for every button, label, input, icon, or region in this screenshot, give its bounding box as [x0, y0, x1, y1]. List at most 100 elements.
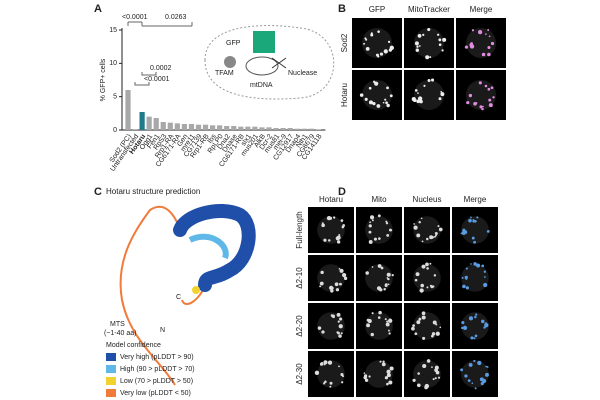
organelle [462, 228, 466, 232]
organelle [485, 365, 488, 368]
organelle [427, 79, 431, 83]
organelle [473, 101, 477, 106]
organelle [492, 96, 495, 99]
cell-outline [461, 264, 489, 292]
organelle [381, 362, 386, 367]
organelle [377, 316, 381, 319]
organelle [466, 101, 470, 105]
p-value: <0.0001 [144, 76, 170, 83]
column-header: MitoTracker [408, 5, 450, 14]
organelle [415, 272, 420, 277]
legend-title: Model confidence [106, 342, 161, 349]
organelle [386, 103, 390, 108]
organelle [429, 284, 432, 287]
p-value: <0.0001 [122, 14, 148, 21]
organelle [421, 311, 426, 316]
p-value: 0.0002 [150, 65, 172, 72]
organelle [390, 229, 393, 232]
organelle [412, 324, 415, 327]
legend-label: High (90 > pLDDT > 70) [120, 366, 195, 373]
organelle [387, 40, 391, 43]
organelle [481, 52, 486, 57]
organelle [387, 283, 390, 286]
organelle [364, 378, 369, 382]
organelle [378, 310, 382, 315]
organelle [472, 218, 475, 221]
bar [224, 126, 230, 130]
organelle [339, 317, 343, 321]
bar [160, 122, 166, 130]
organelle [474, 315, 477, 319]
organelle [341, 381, 344, 384]
organelle [338, 233, 341, 236]
bar [167, 122, 173, 130]
mts-range: (~1-40 aa) [104, 330, 137, 337]
organelle [412, 378, 416, 383]
organelle [365, 46, 370, 51]
organelle [368, 375, 371, 378]
organelle [433, 235, 436, 238]
protein-core [173, 204, 256, 292]
organelle [423, 84, 426, 87]
column-header: Hotaru [319, 195, 343, 204]
legend-label: Very low (pLDDT < 50) [120, 390, 191, 397]
cell-outline [362, 28, 392, 58]
organelle [481, 378, 487, 384]
organelle [364, 97, 368, 101]
tfam-icon [224, 56, 236, 68]
bar [125, 90, 131, 130]
organelle [385, 222, 389, 225]
organelle [468, 363, 473, 367]
organelle [464, 45, 469, 49]
organelle [476, 216, 479, 219]
organelle [433, 274, 437, 277]
organelle [329, 285, 334, 290]
cell-outline [461, 360, 489, 388]
bracket [134, 72, 157, 86]
organelle [487, 52, 491, 57]
organelle [340, 219, 344, 222]
organelle [323, 382, 326, 385]
diagram-label: GFP [226, 40, 241, 47]
organelle [327, 360, 333, 365]
organelle [388, 332, 391, 335]
organelle [336, 312, 341, 317]
bar [266, 127, 272, 130]
organelle [419, 288, 424, 293]
y-tick-label: 15 [109, 27, 117, 34]
organelle [422, 336, 426, 340]
organelle [414, 41, 419, 46]
row-label: Full-length [295, 211, 304, 248]
bar [153, 118, 159, 130]
organelle [470, 216, 472, 219]
organelle [431, 366, 433, 368]
organelle [336, 331, 339, 334]
cell-outline [204, 25, 335, 100]
organelle [391, 274, 394, 277]
organelle [368, 224, 372, 228]
bar [259, 127, 265, 130]
organelle [474, 219, 477, 223]
organelle [320, 270, 324, 275]
organelle [461, 276, 464, 279]
gfp-box [253, 31, 275, 53]
organelle [421, 240, 424, 243]
organelle [319, 285, 322, 288]
organelle [475, 313, 478, 316]
organelle [382, 360, 385, 363]
organelle [389, 366, 394, 371]
organelle [462, 325, 468, 331]
organelle [321, 223, 325, 228]
bar [245, 126, 251, 130]
organelle [317, 326, 322, 330]
organelle [470, 42, 473, 46]
organelle [434, 231, 438, 235]
organelle [370, 332, 374, 337]
organelle [324, 380, 327, 383]
organelle [421, 315, 426, 320]
organelle [417, 92, 419, 94]
column-header: Mito [371, 195, 387, 204]
cell-outline [414, 80, 444, 110]
panel-label: C [94, 186, 102, 198]
organelle [338, 267, 341, 270]
